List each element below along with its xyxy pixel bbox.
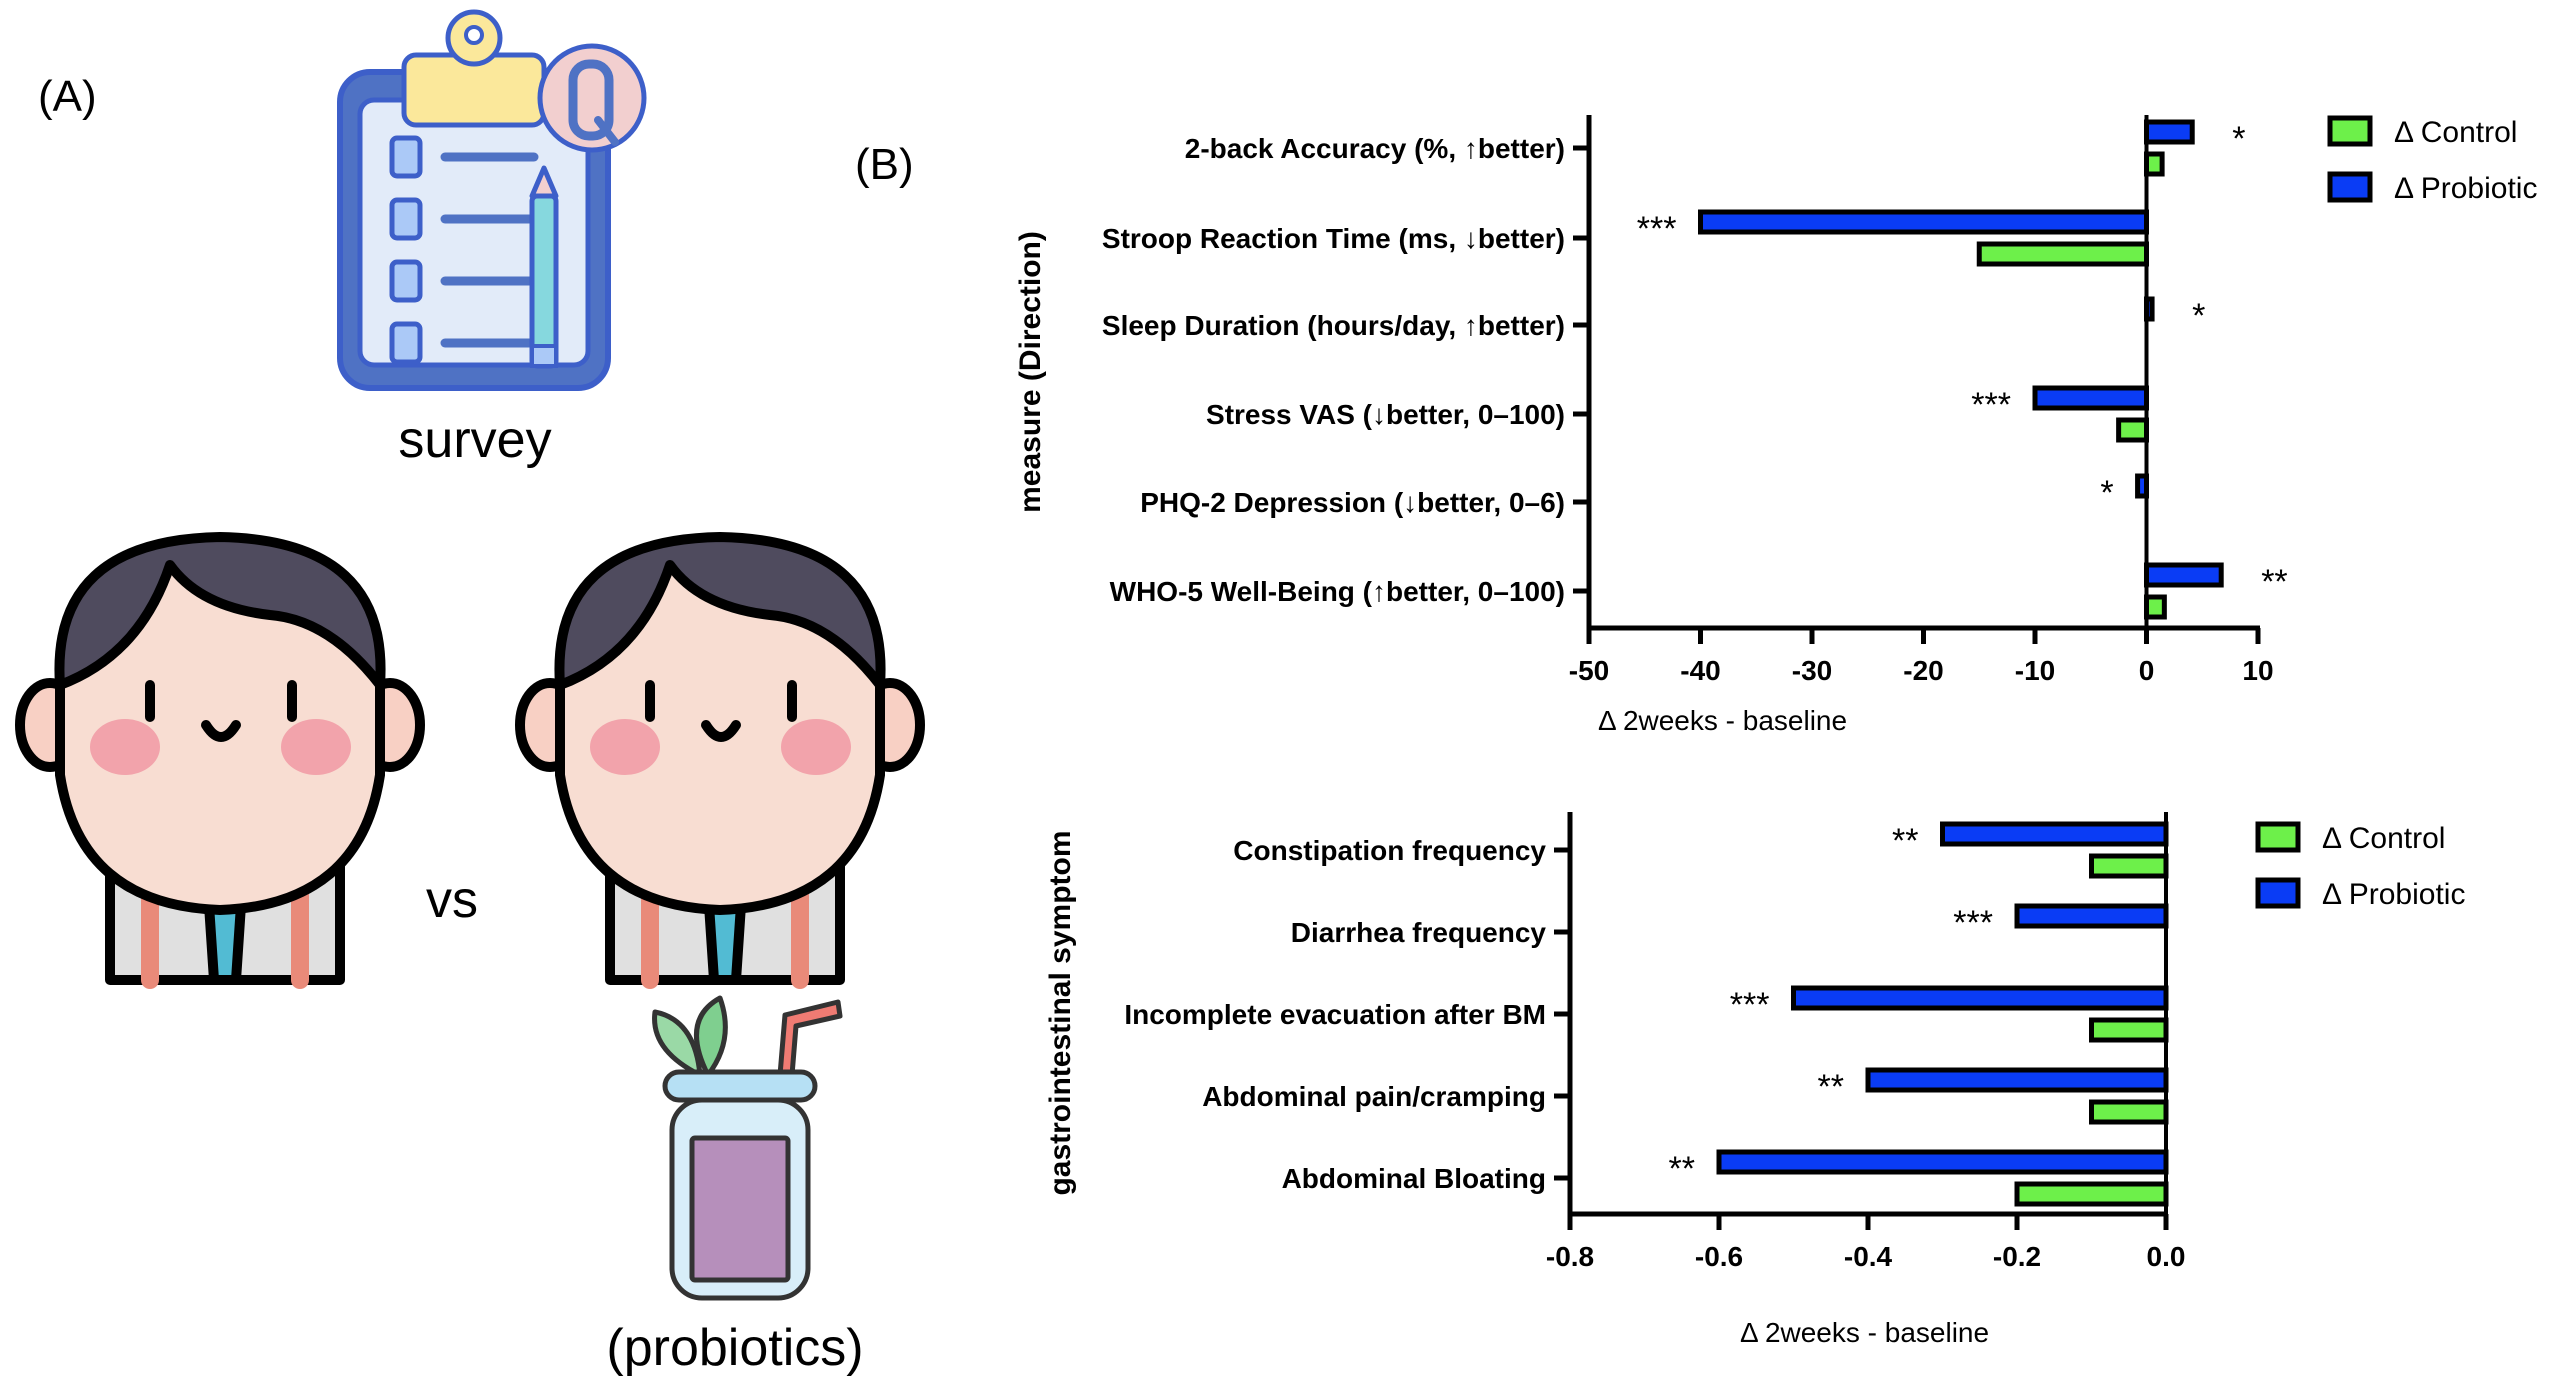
chart2-bar-control [2089,1017,2169,1043]
chart1-significance-label: ** [2261,563,2287,601]
chart2-significance-label: ** [1818,1068,1844,1106]
chart2-category-label: Abdominal Bloating [1282,1163,1546,1194]
chart2-bar-control [2014,1181,2169,1207]
chart1-bar-control [2116,417,2149,443]
chart2-bar-probiotic [2014,903,2169,929]
panel-b-label: (B) [855,140,914,189]
chart1-legend-label: Δ Probiotic [2394,172,2537,205]
chart1-legend-swatch-control [2327,115,2373,147]
chart2-x-axis-title: Δ 2weeks - baseline [1740,1317,1989,1348]
chart1-x-axis-title: Δ 2weeks - baseline [1598,705,1847,736]
chart1-bar-probiotic [1698,209,2149,235]
chart2-significance-label: *** [1730,986,1770,1024]
vs-label: vs [426,871,478,929]
chart1-x-tick-label: 0 [2139,655,2155,686]
chart2-x-tick-label: -0.2 [1993,1241,2041,1272]
chart2-category-label: Abdominal pain/cramping [1202,1081,1546,1112]
chart1-category-label: Stress VAS (↓better, 0–100) [1206,399,1565,430]
chart2-x-tick-label: -0.8 [1546,1241,1594,1272]
chart1-x-tick-label: -50 [1569,655,1609,686]
chart1-category-label: WHO-5 Well-Being (↑better, 0–100) [1110,576,1565,607]
chart2-x-tick-label: 0.0 [2147,1241,2186,1272]
chart1-bar-probiotic [2144,562,2224,588]
clipboard-survey-icon [337,9,647,391]
chart1-category-label: Sleep Duration (hours/day, ↑better) [1102,310,1565,341]
chart2-bar-probiotic [1940,821,2169,847]
chart2-category-label: Constipation frequency [1233,835,1546,866]
person-control-icon [15,532,425,989]
chart2-x-tick-label: -0.6 [1695,1241,1743,1272]
chart1-x-tick-label: -40 [1680,655,1720,686]
panel-a-label: (A) [38,72,97,121]
chart1-x-tick-label: -10 [2015,655,2055,686]
chart1-bar-control [2144,594,2167,620]
person-probiotic-icon [515,532,925,989]
chart2-legend-swatch-probiotic [2255,877,2301,909]
chart2-bar-control [2089,1099,2169,1125]
chart2-significance-label: *** [1953,904,1993,942]
chart1-y-axis-title: measure (Direction) [1014,231,1047,513]
survey-caption: survey [398,411,552,469]
chart2-category-label: Incomplete evacuation after BM [1124,999,1546,1030]
probiotics-caption: (probiotics) [606,1319,864,1377]
chart1-significance-label: * [2100,474,2113,512]
chart1-legend-swatch-probiotic [2327,171,2373,203]
chart1-category-label: 2-back Accuracy (%, ↑better) [1185,133,1565,164]
chart1-bar-control [1976,241,2149,267]
chart1-x-tick-label: -20 [1903,655,1943,686]
chart2-significance-label: ** [1669,1150,1695,1188]
chart1-bar-probiotic [2032,385,2149,411]
chart2-legend-swatch-control [2255,821,2301,853]
chart1-category-label: Stroop Reaction Time (ms, ↓better) [1102,223,1565,254]
chart2-bar-probiotic [1716,1149,2169,1175]
chart2-legend-label: Δ Probiotic [2322,878,2465,911]
chart1-significance-label: * [2192,297,2205,335]
chart2-legend-label: Δ Control [2322,822,2445,855]
chart1-legend-label: Δ Control [2394,116,2517,149]
chart2-significance-label: ** [1892,822,1918,860]
chart1-x-tick-label: -30 [1792,655,1832,686]
probiotic-jar-icon [652,995,843,1301]
chart1-significance-label: *** [1637,210,1677,248]
chart1-bar-probiotic [2144,119,2195,145]
chart1-significance-label: * [2232,120,2245,158]
chart1-bar-probiotic [2144,296,2155,322]
chart2-bar-probiotic [1865,1067,2169,1093]
chart1-bar-control [2144,151,2165,177]
chart2-bar-probiotic [1791,985,2169,1011]
chart2-category-label: Diarrhea frequency [1291,917,1547,948]
chart1-significance-label: *** [1971,386,2011,424]
chart2-x-tick-label: -0.4 [1844,1241,1893,1272]
chart1-category-label: PHQ-2 Depression (↓better, 0–6) [1140,487,1565,518]
chart1-bar-probiotic [2135,473,2150,499]
chart1-x-tick-label: 10 [2242,655,2273,686]
chart2-bar-control [2089,853,2169,879]
chart2-y-axis-title: gastrointestinal symptom [1044,830,1077,1195]
